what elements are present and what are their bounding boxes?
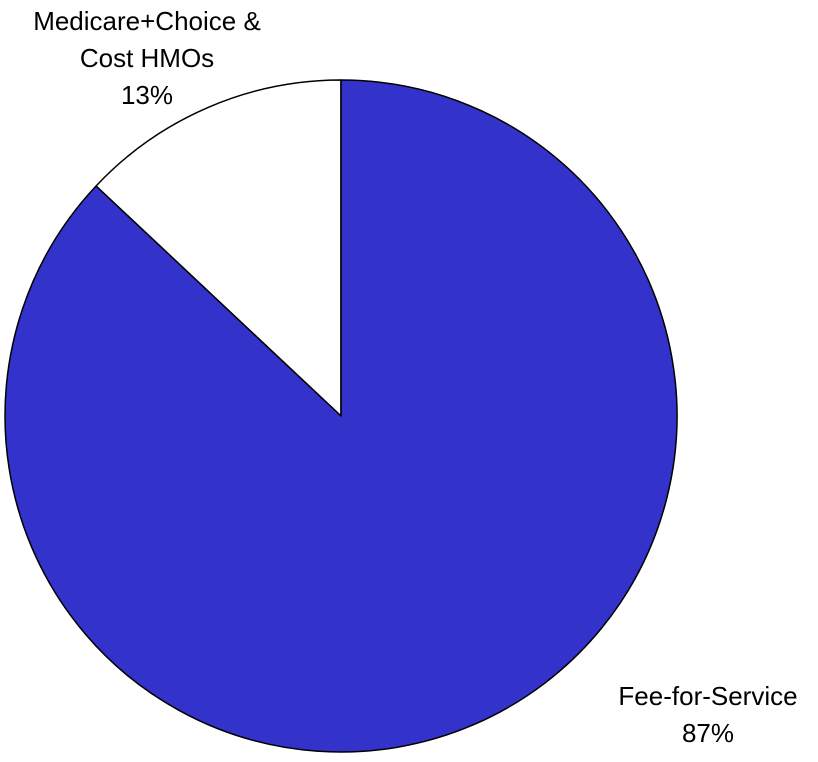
pie-slices — [4, 79, 678, 753]
slice-value-hmo: 13% — [121, 80, 173, 110]
slice-value-ffs: 87% — [682, 718, 734, 748]
slice-label-hmo-line2: Cost HMOs — [80, 43, 214, 73]
slice-hmo — [95, 79, 342, 417]
slice-label-hmo-line1: Medicare+Choice & — [33, 6, 261, 36]
slice-fee-for-service — [4, 79, 678, 753]
slice-label-ffs: Fee-for-Service — [618, 681, 797, 711]
